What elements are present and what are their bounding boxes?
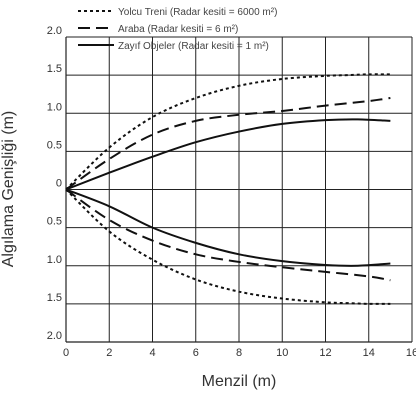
x-tick-label: 10 bbox=[276, 347, 288, 359]
y-tick-label: 1.5 bbox=[47, 292, 62, 304]
y-tick-label: 2.0 bbox=[47, 25, 62, 37]
y-tick-label: 0.5 bbox=[47, 139, 62, 151]
y-tick-label: 1.5 bbox=[47, 63, 62, 75]
series-line-dashed-lower bbox=[65, 188, 391, 282]
y-tick-label: 1.0 bbox=[47, 101, 62, 113]
y-tick-label: 0.5 bbox=[47, 216, 62, 228]
legend-entry-label: Yolcu Treni (Radar kesiti = 6000 m²) bbox=[118, 7, 277, 18]
y-tick-label: 1.0 bbox=[47, 254, 62, 266]
x-tick-label: 6 bbox=[193, 347, 199, 359]
x-tick-label: 14 bbox=[363, 347, 375, 359]
legend-entry-label: Zayıf Objeler (Radar kesiti = 1 m²) bbox=[118, 41, 269, 52]
y-axis-label: Algılama Genişliği (m) bbox=[0, 111, 17, 267]
x-tick-label: 2 bbox=[106, 347, 112, 359]
x-tick-label: 12 bbox=[319, 347, 331, 359]
y-tick-label: 0 bbox=[56, 178, 62, 190]
legend: Yolcu Treni (Radar kesiti = 6000 m²) Arab… bbox=[78, 7, 277, 52]
legend-entry-label: Araba (Radar kesiti = 6 m²) bbox=[118, 24, 238, 35]
series-line-dotted-lower bbox=[65, 188, 391, 305]
y-tick-label: 2.0 bbox=[47, 330, 62, 342]
x-tick-label: 8 bbox=[236, 347, 242, 359]
x-tick-label: 4 bbox=[149, 347, 155, 359]
grid-lines bbox=[66, 36, 413, 343]
series-line-solid-lower bbox=[65, 188, 391, 267]
x-tick-label: 0 bbox=[63, 347, 69, 359]
series-line-dotted-upper bbox=[65, 73, 391, 191]
x-tick-label: 16 bbox=[406, 347, 416, 359]
series-lines bbox=[65, 73, 391, 305]
x-axis-label: Menzil (m) bbox=[202, 373, 277, 390]
series-line-dashed-upper bbox=[65, 97, 391, 191]
series-line-solid-upper bbox=[65, 118, 391, 191]
